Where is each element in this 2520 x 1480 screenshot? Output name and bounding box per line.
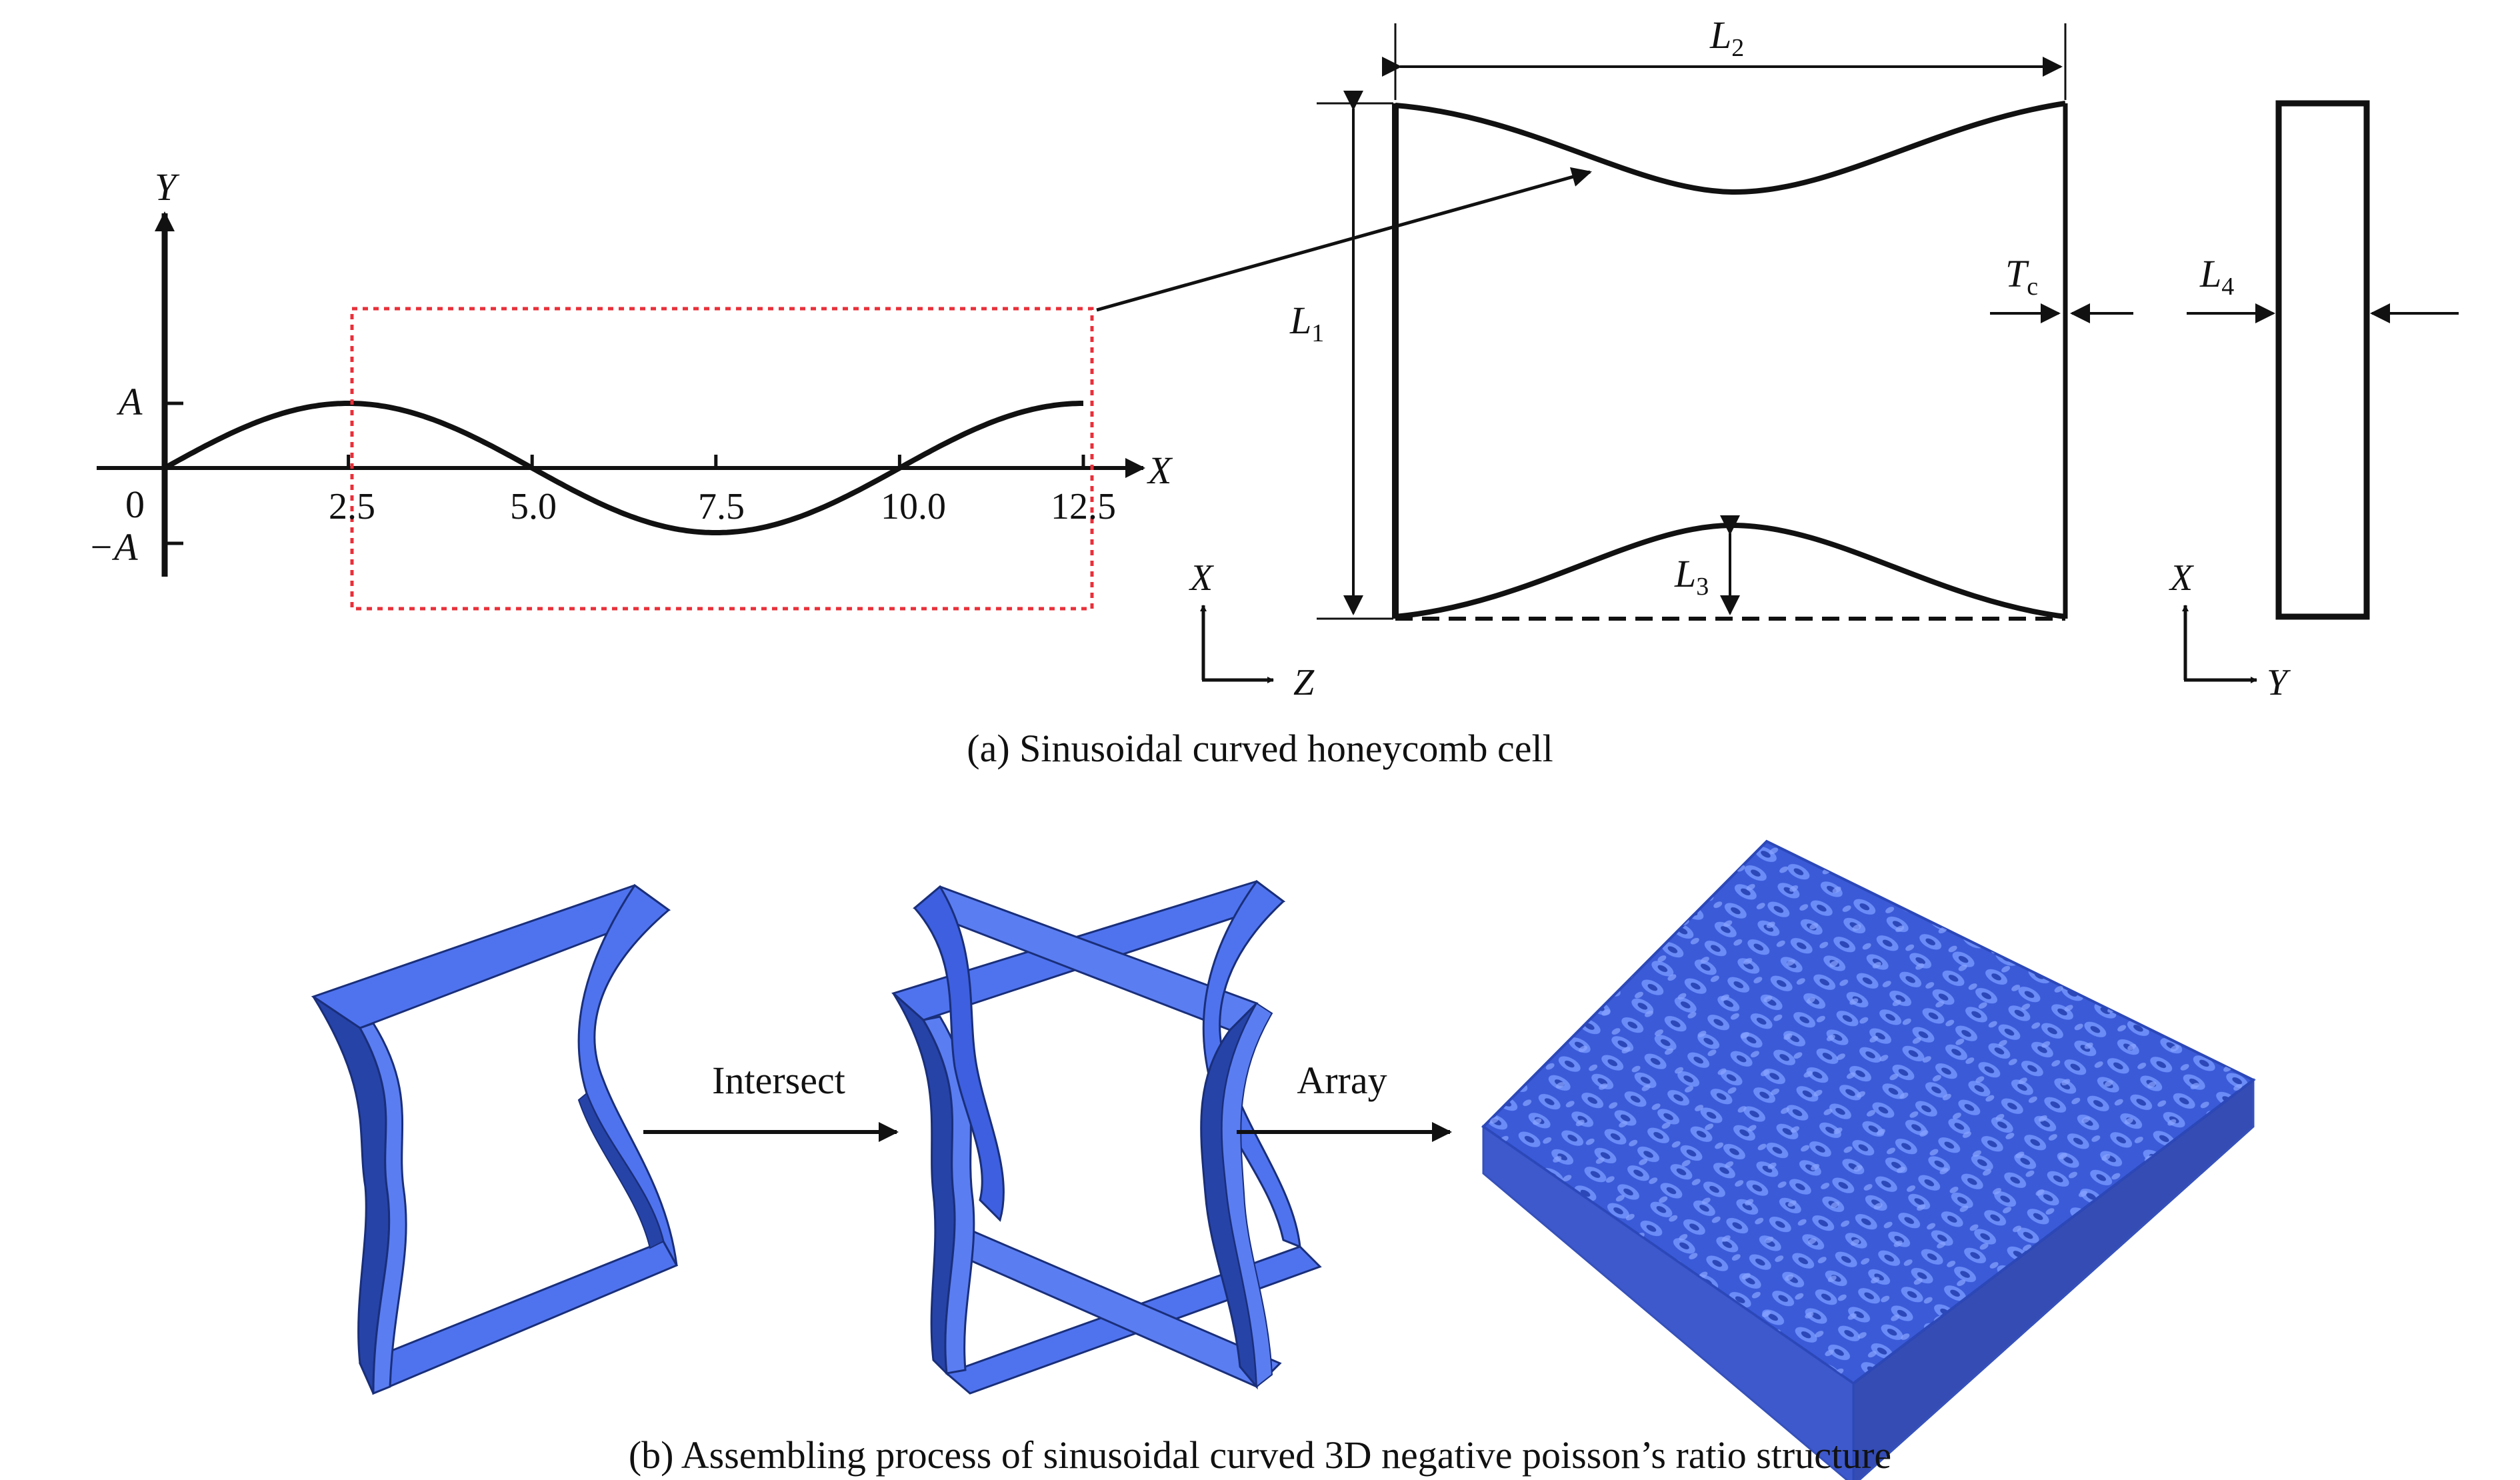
x-cell-wall-back-left	[913, 885, 1005, 1222]
single-cell-left-wall-face	[358, 1022, 407, 1395]
caption-b: (b) Assembling process of sinusoidal cur…	[629, 1433, 1891, 1477]
x-tick-label-3: 7.5	[698, 486, 745, 527]
triad-xz-right-label: Z	[1293, 662, 1315, 703]
intersect-label: Intersect	[712, 1059, 845, 1102]
dim-L1-label: L1	[1289, 299, 1324, 347]
cell-side-rect	[2275, 100, 2370, 620]
x-cell-wall-front-right-face	[1221, 1002, 1273, 1388]
x-tick-label-1: 2.5	[329, 486, 375, 527]
triad-xz-up-label: X	[1189, 557, 1215, 599]
dim-L3-label: L3	[1674, 552, 1709, 601]
y-axis-label: Y	[155, 165, 180, 209]
single-cell-bottom-band	[358, 1240, 679, 1395]
lattice-top-face-overlay	[1483, 841, 2253, 1383]
x-tick-label-5: 12.5	[1051, 486, 1116, 527]
array-label: Array	[1297, 1059, 1387, 1102]
triad-xy-right-label: Y	[2267, 662, 2291, 703]
dim-L4-label: L4	[2199, 252, 2234, 301]
caption-a: (a) Sinusoidal curved honeycomb cell	[967, 727, 1553, 770]
x-cell-wall-left-face	[921, 1015, 975, 1375]
lattice-array-3d	[1481, 839, 2256, 1480]
single-cell-right-wall	[577, 883, 678, 1266]
panel-b: Intersect Array (b) Assemblin	[311, 839, 2256, 1480]
x-tick-marks	[347, 455, 1085, 468]
triad-xy-up-label: X	[2169, 557, 2195, 599]
dim-L2-label: L2	[1709, 13, 1744, 62]
pointer-arrow	[1096, 167, 1592, 312]
x-tick-label-4: 10.0	[881, 486, 946, 527]
neg-amplitude-label: −A	[88, 525, 138, 569]
sine-graph: Y X A −A 0 2.5 5.0 7.5 10.0 12.5	[88, 165, 1173, 611]
cell-side-view: L4 X Y	[2169, 100, 2459, 703]
highlight-box	[350, 307, 1094, 611]
origin-label: 0	[125, 483, 145, 526]
single-cell-3d	[311, 883, 679, 1395]
cell-front-view: L2 L1 L3 Tc X Z	[1189, 13, 2133, 703]
lattice-left-side	[1482, 1125, 1855, 1480]
cell-top-curve	[1395, 101, 2066, 195]
panel-a: Y X A −A 0 2.5 5.0 7.5 10.0 12.5 L2	[88, 13, 2459, 770]
lattice-right-side	[1852, 1077, 2255, 1480]
dim-Tc-label: Tc	[2005, 252, 2038, 301]
amplitude-label: A	[116, 380, 143, 423]
single-cell-right-wall-dark	[577, 1092, 665, 1249]
x-axis-label: X	[1147, 449, 1173, 492]
x-cell-wall-right	[1202, 879, 1301, 1249]
x-tick-label-2: 5.0	[510, 486, 557, 527]
sine-curve	[163, 401, 1083, 535]
intersected-cell-3d	[891, 879, 1322, 1395]
